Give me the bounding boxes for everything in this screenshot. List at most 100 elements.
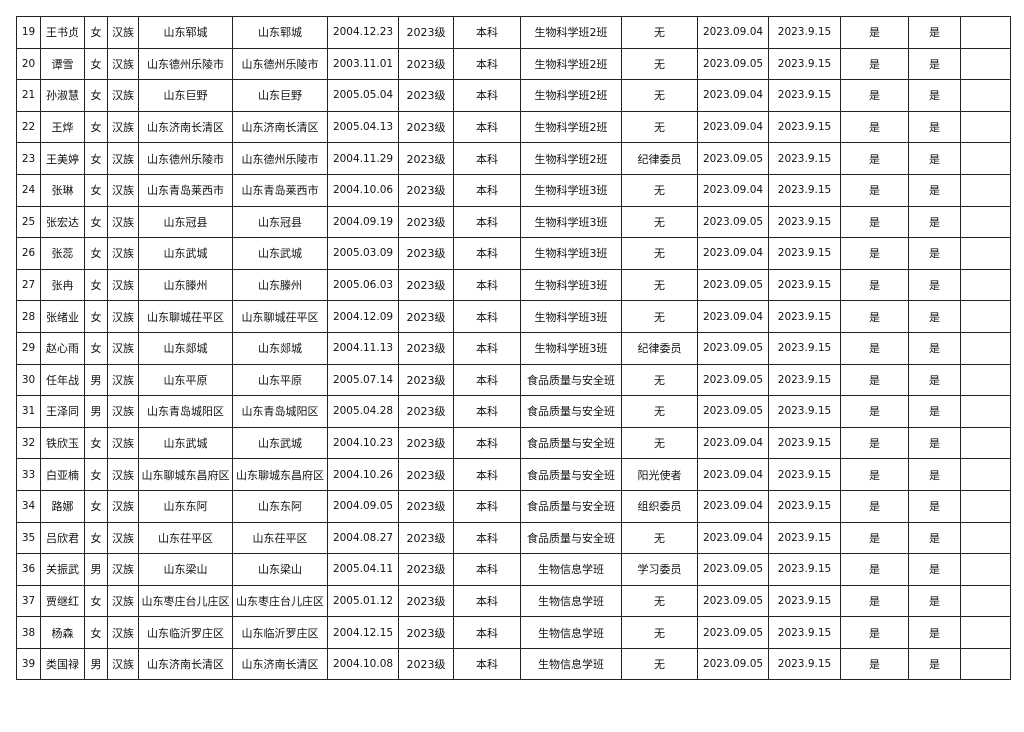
- cell-class: 食品质量与安全班: [520, 426, 622, 460]
- cell-date-a: 2023.09.05: [697, 584, 769, 618]
- cell-birth-date: 2004.10.08: [327, 647, 399, 681]
- cell-birth-date: 2004.11.13: [327, 331, 399, 365]
- cell-level: 本科: [453, 16, 521, 49]
- cell-domicile: 山东青岛莱西市: [232, 173, 328, 207]
- cell-flag-b: 是: [908, 331, 961, 365]
- cell-date-a: 2023.09.05: [697, 205, 769, 239]
- cell-origin: 山东青岛莱西市: [138, 173, 233, 207]
- cell-position: 无: [621, 584, 698, 618]
- table-row: 21 孙淑慧女汉族 山东巨野 山东巨野 2005.05.04 2023级 本科 生物科学班2班…: [16, 79, 1011, 112]
- cell-level: 本科: [453, 616, 521, 649]
- cell-gender: 女: [84, 300, 108, 333]
- cell-date-b: 2023.9.15: [768, 489, 841, 523]
- table-row: 23 王美婷女汉族 山东德州乐陵市 山东德州乐陵市 2004.11.29 2023级 本科生…: [16, 142, 1011, 175]
- cell-name: 王烨: [40, 110, 85, 144]
- cell-flag-b: 是: [908, 489, 961, 523]
- table-row: 26 张蕊女汉族 山东武城 山东武城 2005.03.09 2023级 本科 生物科学班3班无…: [16, 237, 1011, 270]
- cell-grade: 2023级: [398, 205, 454, 239]
- cell-position: 无: [621, 237, 698, 270]
- cell-origin: 山东德州乐陵市: [138, 47, 233, 81]
- cell-remark: [960, 553, 1011, 586]
- cell-ethnicity: 汉族: [107, 458, 139, 491]
- cell-position: 纪律委员: [621, 331, 698, 365]
- cell-birth-date: 2004.10.26: [327, 458, 399, 491]
- cell-date-a: 2023.09.05: [697, 142, 769, 175]
- cell-flag-b: 是: [908, 395, 961, 428]
- cell-position: 无: [621, 16, 698, 49]
- table-row: 32 铁欣玉女汉族 山东武城 山东武城 2004.10.23 2023级 本科 食品质量与安全…: [16, 426, 1011, 460]
- cell-date-a: 2023.09.04: [697, 237, 769, 270]
- cell-domicile: 山东滕州: [232, 268, 328, 302]
- cell-ethnicity: 汉族: [107, 363, 139, 397]
- cell-domicile: 山东武城: [232, 426, 328, 460]
- cell-name: 张琳: [40, 173, 85, 207]
- student-table: 19 王书贞女汉族 山东郓城 山东郓城 2004.12.23 2023级 本科 生物科学班2班…: [16, 16, 1011, 681]
- cell-origin: 山东冠县: [138, 205, 233, 239]
- cell-row-number: 32: [16, 426, 41, 460]
- cell-grade: 2023级: [398, 489, 454, 523]
- cell-birth-date: 2004.09.19: [327, 205, 399, 239]
- cell-row-number: 26: [16, 237, 41, 270]
- cell-row-number: 35: [16, 521, 41, 555]
- cell-flag-a: 是: [840, 489, 909, 523]
- cell-ethnicity: 汉族: [107, 395, 139, 428]
- cell-ethnicity: 汉族: [107, 300, 139, 333]
- cell-birth-date: 2004.12.23: [327, 16, 399, 49]
- cell-date-a: 2023.09.04: [697, 110, 769, 144]
- cell-gender: 女: [84, 616, 108, 649]
- cell-row-number: 31: [16, 395, 41, 428]
- cell-origin: 山东聊城茌平区: [138, 300, 233, 333]
- cell-origin: 山东平原: [138, 363, 233, 397]
- cell-row-number: 37: [16, 584, 41, 618]
- cell-flag-b: 是: [908, 458, 961, 491]
- cell-domicile: 山东梁山: [232, 553, 328, 586]
- cell-grade: 2023级: [398, 647, 454, 681]
- cell-domicile: 山东聊城茌平区: [232, 300, 328, 333]
- cell-ethnicity: 汉族: [107, 173, 139, 207]
- cell-flag-a: 是: [840, 237, 909, 270]
- cell-ethnicity: 汉族: [107, 16, 139, 49]
- cell-level: 本科: [453, 205, 521, 239]
- table-row: 20 谭雪女汉族 山东德州乐陵市 山东德州乐陵市 2003.11.01 2023级 本科 生物…: [16, 47, 1011, 81]
- cell-origin: 山东郯城: [138, 331, 233, 365]
- cell-date-b: 2023.9.15: [768, 426, 841, 460]
- cell-gender: 女: [84, 521, 108, 555]
- cell-class: 生物科学班2班: [520, 16, 622, 49]
- cell-birth-date: 2004.12.09: [327, 300, 399, 333]
- cell-remark: [960, 489, 1011, 523]
- cell-grade: 2023级: [398, 79, 454, 112]
- cell-flag-b: 是: [908, 426, 961, 460]
- cell-date-b: 2023.9.15: [768, 142, 841, 175]
- cell-date-b: 2023.9.15: [768, 16, 841, 49]
- cell-remark: [960, 268, 1011, 302]
- cell-row-number: 24: [16, 173, 41, 207]
- cell-origin: 山东德州乐陵市: [138, 142, 233, 175]
- cell-domicile: 山东武城: [232, 237, 328, 270]
- cell-birth-date: 2005.06.03: [327, 268, 399, 302]
- cell-origin: 山东武城: [138, 237, 233, 270]
- cell-origin: 山东聊城东昌府区: [138, 458, 233, 491]
- cell-domicile: 山东枣庄台儿庄区: [232, 584, 328, 618]
- cell-grade: 2023级: [398, 173, 454, 207]
- cell-origin: 山东梁山: [138, 553, 233, 586]
- cell-flag-a: 是: [840, 173, 909, 207]
- cell-ethnicity: 汉族: [107, 79, 139, 112]
- cell-date-b: 2023.9.15: [768, 300, 841, 333]
- cell-row-number: 25: [16, 205, 41, 239]
- cell-row-number: 34: [16, 489, 41, 523]
- cell-date-a: 2023.09.04: [697, 521, 769, 555]
- cell-remark: [960, 616, 1011, 649]
- cell-grade: 2023级: [398, 553, 454, 586]
- cell-position: 学习委员: [621, 553, 698, 586]
- cell-date-b: 2023.9.15: [768, 395, 841, 428]
- cell-domicile: 山东东阿: [232, 489, 328, 523]
- cell-flag-a: 是: [840, 205, 909, 239]
- cell-gender: 女: [84, 110, 108, 144]
- cell-remark: [960, 584, 1011, 618]
- cell-level: 本科: [453, 268, 521, 302]
- cell-name: 路娜: [40, 489, 85, 523]
- cell-grade: 2023级: [398, 584, 454, 618]
- table-row: 36 关振武男汉族 山东梁山 山东梁山 2005.04.11 2023级 本科 生物信息学班学…: [16, 553, 1011, 586]
- cell-ethnicity: 汉族: [107, 489, 139, 523]
- cell-domicile: 山东郓城: [232, 16, 328, 49]
